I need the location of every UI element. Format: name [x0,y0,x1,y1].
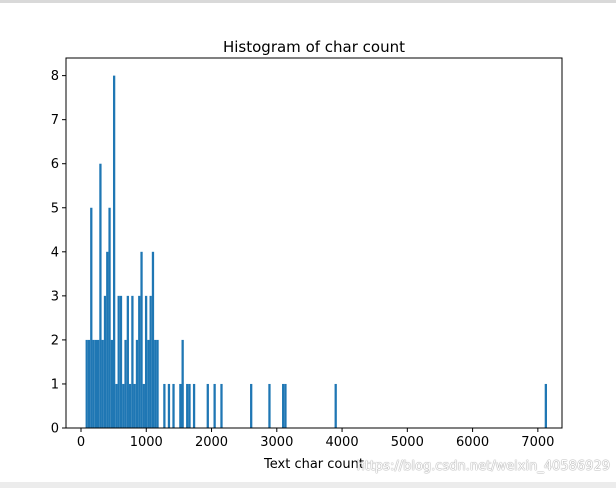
y-tick-label: 4 [51,245,59,260]
histogram-bar-15 [119,295,123,428]
histogram-bar-47 [334,383,337,428]
histogram-bar-46 [284,383,287,428]
histogram-bar-39 [192,383,196,428]
histogram-bar-28 [149,295,152,428]
y-axis-ticks: 0 1 2 3 4 5 6 7 8 [51,69,66,437]
histogram-bar-7 [101,339,104,428]
x-tick-label: 5000 [391,435,424,450]
watermark: https://blog.csdn.net/weixin_40586929 [356,459,610,474]
histogram-bar-26 [144,295,148,428]
histogram-bar-29 [151,251,155,428]
histogram-bar-22 [135,339,139,428]
y-tick-label: 8 [51,69,59,84]
x-tick-label: 7000 [521,435,554,450]
window-top-border [0,0,616,3]
histogram-bar-14 [117,295,120,428]
histogram-bar-40 [206,383,209,428]
histogram-bar-18 [126,295,129,428]
histogram-bar-25 [142,383,145,428]
histogram-bar-11 [110,339,113,428]
histogram-bar-0 [85,339,88,428]
y-tick-label: 3 [51,289,59,304]
x-tick-label: 3000 [260,435,293,450]
histogram-bar-33 [167,383,171,428]
histogram-bar-23 [138,295,141,428]
histogram-bar-3 [92,339,95,428]
chart-title: Histogram of char count [223,38,405,56]
histogram-bar-35 [179,383,182,428]
histogram-bar-17 [124,339,127,428]
y-tick-label: 2 [51,333,59,348]
x-tick-label: 2000 [195,435,228,450]
histogram-bar-42 [220,383,223,428]
histogram-bar-48 [544,383,547,428]
histogram-bar-4 [94,339,97,428]
histogram-bar-45 [282,383,285,428]
x-axis-ticks: 0 1000 2000 3000 4000 5000 6000 7000 [77,428,554,450]
y-tick-label: 1 [51,377,59,392]
histogram-bar-2 [90,207,93,428]
x-tick-label: 0 [77,435,85,450]
histogram-bar-9 [106,251,109,428]
histogram-bars [85,75,547,428]
histogram-bar-12 [112,75,116,428]
histogram-bar-5 [97,339,100,428]
y-tick-label: 7 [51,113,59,128]
histogram-bar-8 [103,295,107,428]
histogram-bar-31 [156,339,159,428]
y-tick-label: 0 [51,422,59,437]
histogram-bar-1 [87,339,91,428]
x-tick-label: 1000 [130,435,163,450]
histogram-bar-13 [115,383,118,428]
histogram-bar-10 [108,207,111,428]
window-bottom-strip [0,482,616,488]
histogram-bar-21 [133,383,136,428]
y-tick-label: 5 [51,201,59,216]
y-tick-label: 6 [51,157,59,172]
histogram-bar-41 [213,383,216,428]
histogram-bar-44 [268,383,271,428]
histogram-bar-24 [140,251,143,428]
histogram-bar-32 [163,383,166,428]
histogram-bar-38 [188,383,191,428]
histogram-bar-36 [181,339,184,428]
x-tick-label: 4000 [326,435,359,450]
histogram-bar-6 [99,163,102,428]
plot-frame [65,57,563,429]
histogram-bar-19 [128,383,132,428]
histogram-bar-30 [154,339,157,428]
histogram-bar-34 [172,383,175,428]
histogram-bar-43 [250,383,253,428]
histogram-bar-16 [122,383,125,428]
x-axis-label: Text char count [263,457,364,472]
histogram-bar-20 [131,295,134,428]
histogram-bar-27 [147,339,150,428]
histogram-bar-37 [186,383,189,428]
x-tick-label: 6000 [456,435,489,450]
